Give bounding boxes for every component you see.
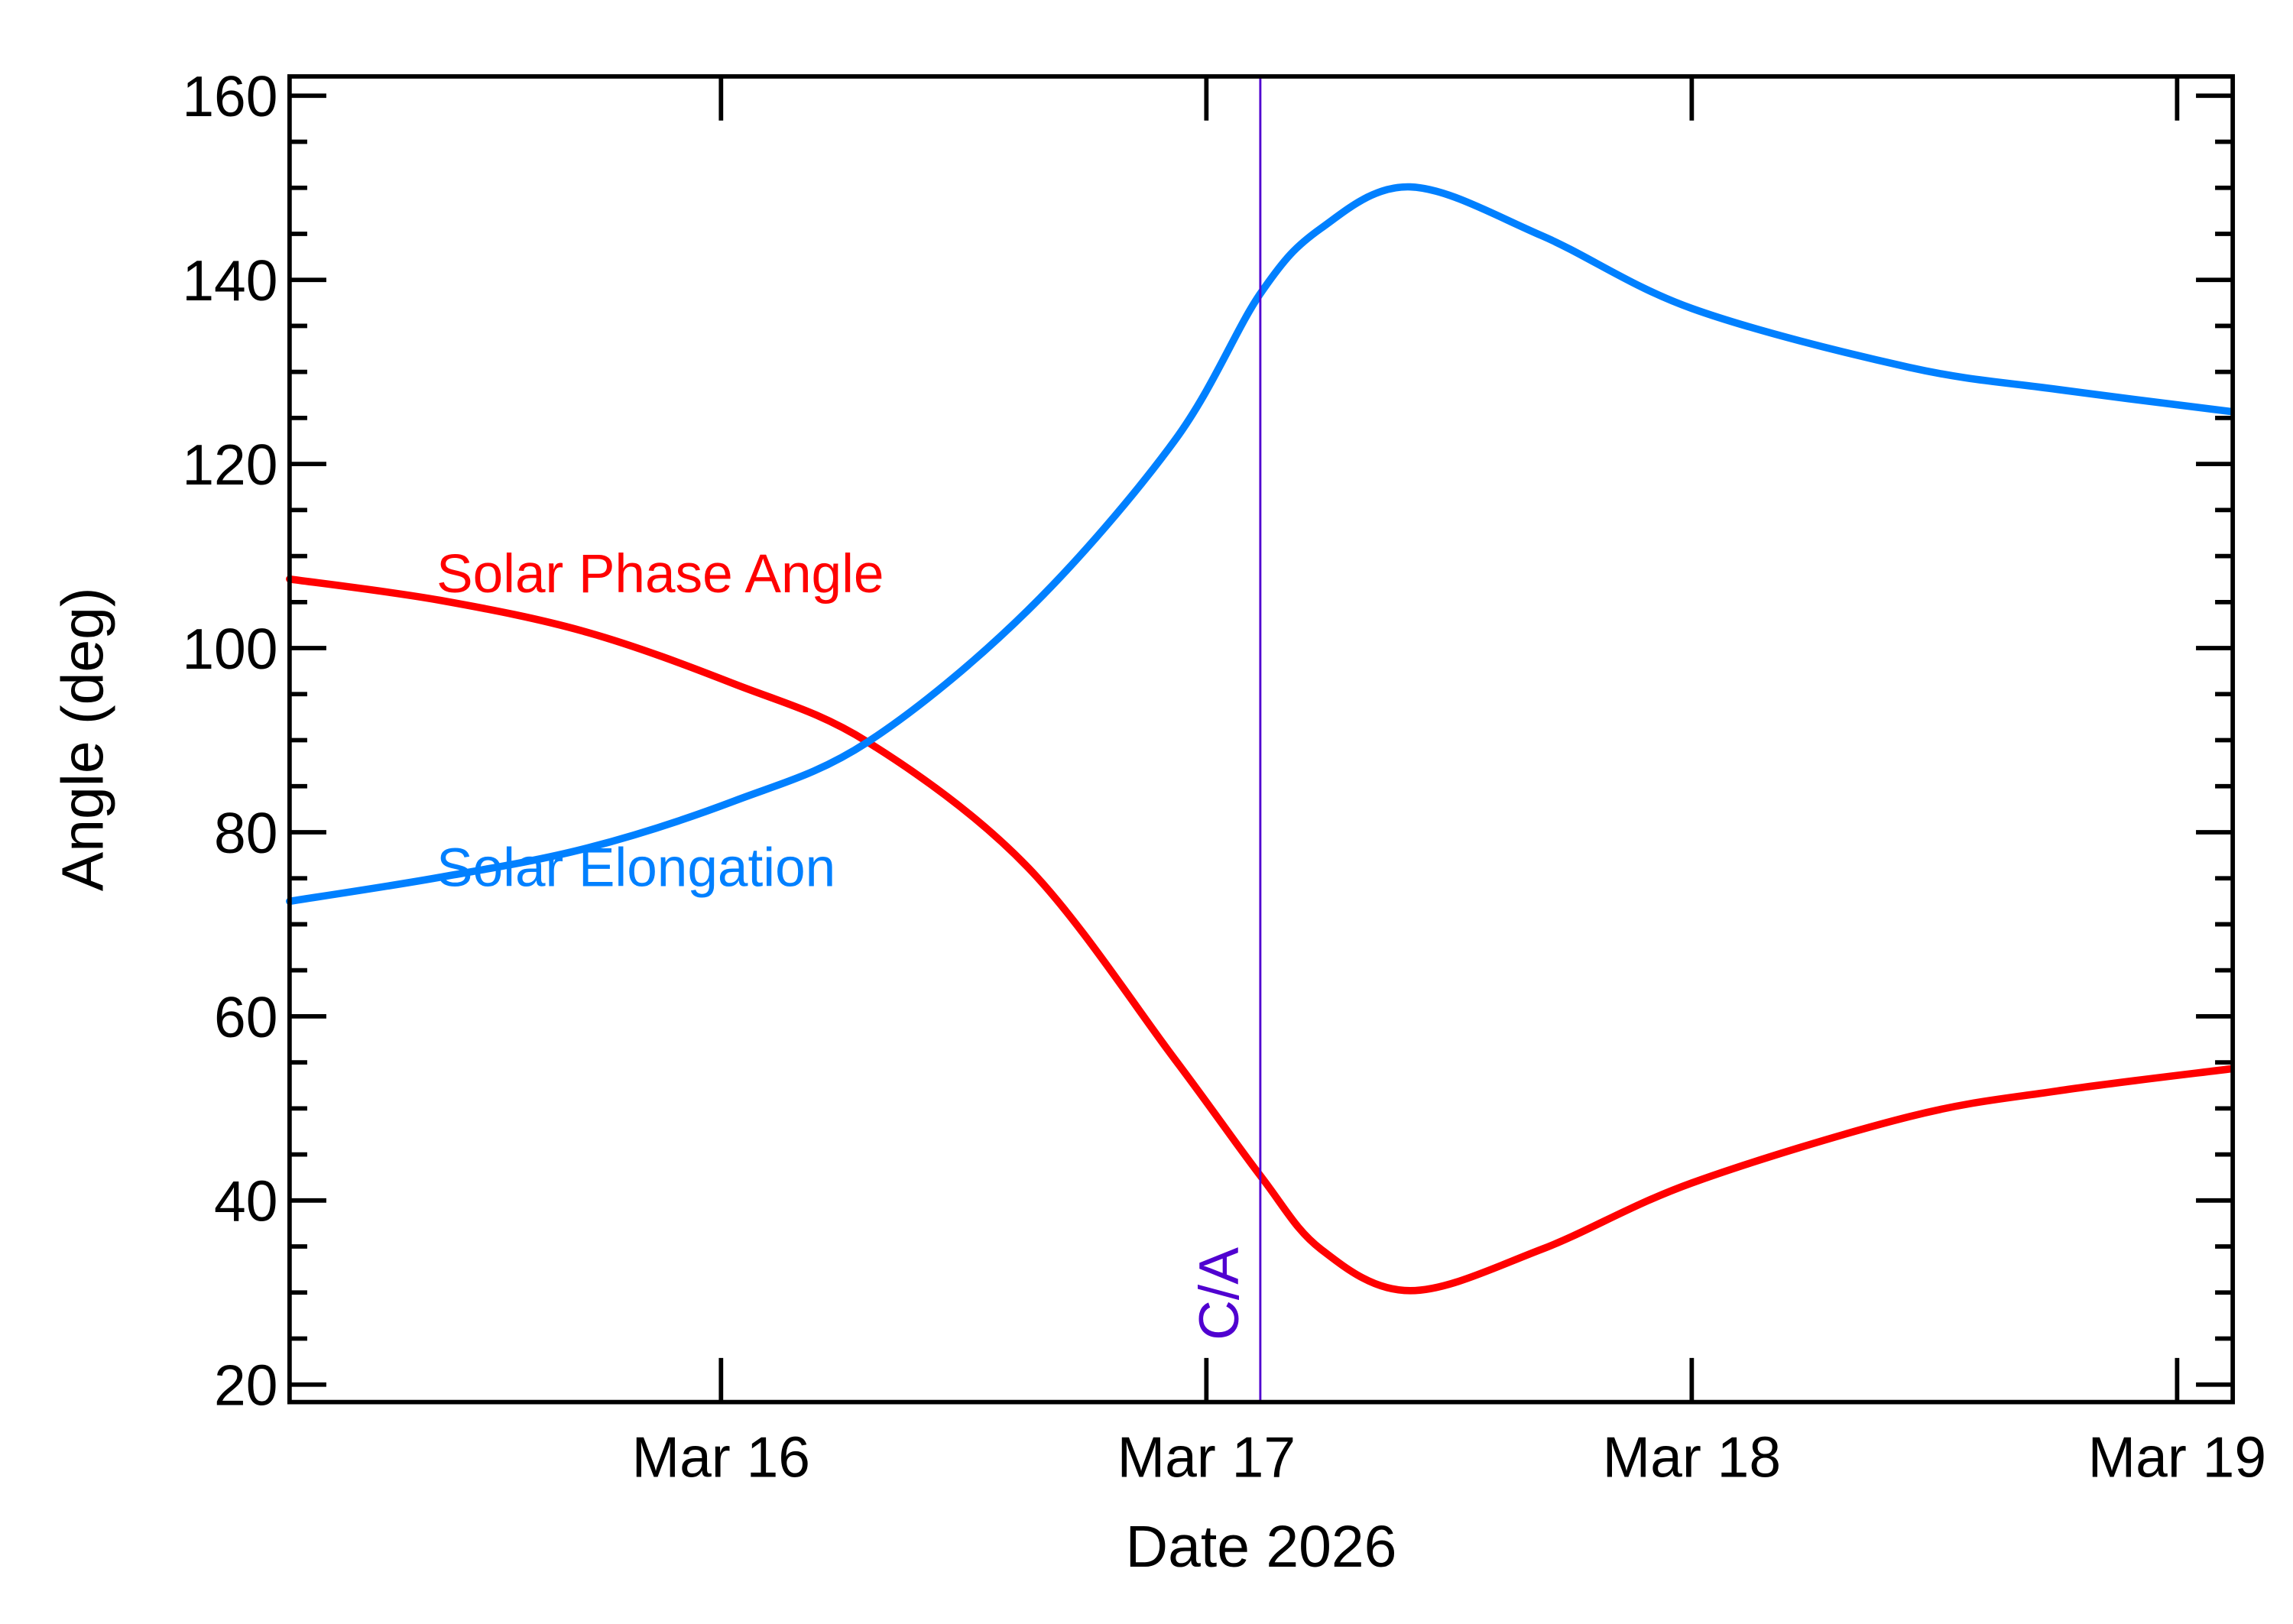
series-line-0 bbox=[286, 575, 2235, 1295]
y-tick-label: 100 bbox=[182, 617, 277, 681]
closest-approach-label: C/A bbox=[1189, 1247, 1250, 1340]
y-tick-label: 60 bbox=[214, 985, 277, 1049]
axis-ticks bbox=[289, 76, 2233, 1402]
x-tick-label: Mar 19 bbox=[2088, 1425, 2266, 1489]
series-curves bbox=[286, 183, 2235, 1295]
y-tick-label: 40 bbox=[214, 1169, 277, 1233]
x-tick-label: Mar 16 bbox=[632, 1425, 810, 1489]
x-tick-label: Mar 18 bbox=[1603, 1425, 1781, 1489]
y-axis-label: Angle (deg) bbox=[50, 588, 116, 892]
plot-frame bbox=[287, 74, 2236, 1405]
y-tick-label: 20 bbox=[214, 1353, 277, 1418]
series-label-phase: Solar Phase Angle bbox=[436, 544, 884, 605]
y-tick-label: 120 bbox=[182, 433, 277, 497]
x-axis-label: Date 2026 bbox=[1126, 1514, 1397, 1580]
tick-labels: 20 40 60 80 100 120 140 160 Mar 16 Mar 17 Mar 18 Ma… bbox=[182, 64, 2266, 1489]
series-line-1 bbox=[286, 183, 2235, 906]
y-tick-label: 160 bbox=[182, 64, 277, 128]
series-label-elongation: Solar Elongation bbox=[436, 838, 835, 899]
x-tick-label: Mar 17 bbox=[1117, 1425, 1296, 1489]
y-tick-label: 80 bbox=[214, 801, 277, 865]
y-tick-label: 140 bbox=[182, 248, 277, 313]
